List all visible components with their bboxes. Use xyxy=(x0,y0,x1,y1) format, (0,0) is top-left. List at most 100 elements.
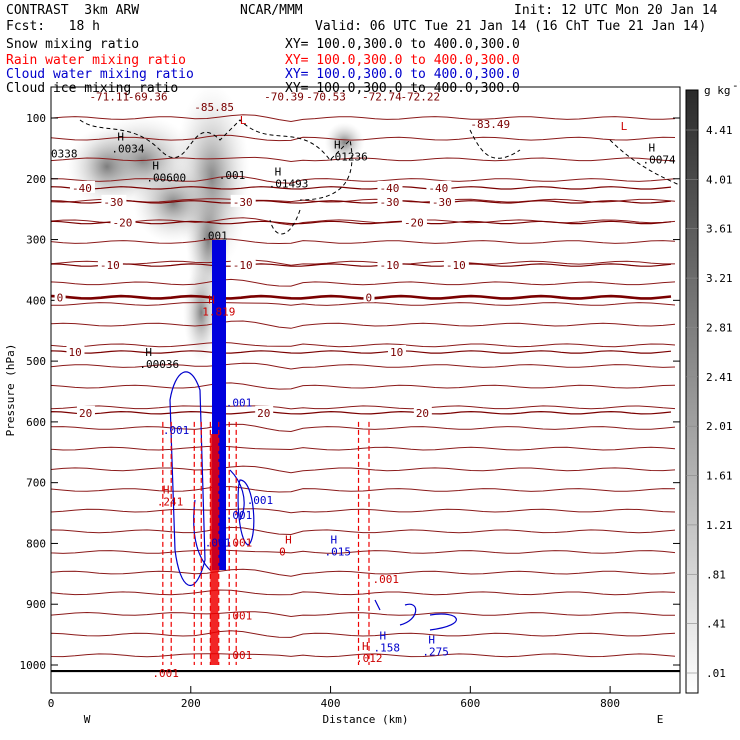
contour-label-bg xyxy=(387,344,406,357)
colorbar-unit-exponent: -1 xyxy=(732,79,740,92)
temperature-contour-line xyxy=(51,217,676,226)
temperature-contour-line xyxy=(51,611,676,618)
contour-label: 20 xyxy=(416,407,429,420)
contour-label-bg xyxy=(69,180,95,193)
extremum-marker: H xyxy=(428,634,435,647)
colorbar-label: 4.41 xyxy=(706,124,733,137)
east-label: E xyxy=(657,713,664,726)
extremum-marker: L xyxy=(621,120,628,133)
extremum-marker: H xyxy=(331,533,338,546)
y-tick-label: 700 xyxy=(26,477,46,490)
snow-shading xyxy=(183,262,220,363)
extremum-value: .015 xyxy=(325,545,352,558)
x-tick-label: 400 xyxy=(321,697,341,710)
contour-label: 10 xyxy=(68,346,81,359)
extremum-marker: H xyxy=(285,533,292,546)
labeled-temperature-contour xyxy=(51,220,672,225)
temperature-contour-line xyxy=(51,362,676,370)
contour-label: -30 xyxy=(432,196,452,209)
labeled-temperature-contour xyxy=(51,350,672,354)
top-temperature-label: -70.39 xyxy=(264,91,304,104)
temperature-contour-line xyxy=(51,589,676,596)
header-init: Init: 12 UTC Mon 20 Jan 14 xyxy=(514,3,718,18)
temperature-contour-line xyxy=(51,134,676,142)
top-temperature-label: -83.49 xyxy=(470,118,510,131)
temperature-contour-line xyxy=(51,465,676,474)
contour-label: 0 xyxy=(57,291,64,304)
colorbar-label: .81 xyxy=(706,568,726,581)
y-tick-label: 100 xyxy=(26,112,46,125)
contour-label: 10 xyxy=(390,346,403,359)
temperature-contour-line xyxy=(51,423,676,433)
contour-value-label: .001 xyxy=(219,169,246,182)
contour-value-label: .001 xyxy=(163,424,190,437)
temperature-contour-line xyxy=(51,549,676,554)
x-axis-label: Distance (km) xyxy=(322,713,408,726)
contour-label-bg xyxy=(110,215,136,228)
contour-label-bg xyxy=(429,194,455,207)
rain-water-core xyxy=(210,434,219,665)
contour-label: -30 xyxy=(233,196,253,209)
field-cloudice-xy: XY= 100.0,300.0 to 400.0,300.0 xyxy=(285,81,520,96)
contour-label-bg xyxy=(377,180,403,193)
x-tick-label: 200 xyxy=(181,697,201,710)
contour-value-label: 0338 xyxy=(51,148,78,161)
temperature-contour-line xyxy=(51,405,676,410)
contour-label-bg xyxy=(66,344,85,357)
plot-frame xyxy=(50,86,681,694)
extremum-value: .012 xyxy=(356,652,383,665)
y-tick-label: 400 xyxy=(26,294,46,307)
contour-label: 20 xyxy=(257,407,270,420)
contour-label-bg xyxy=(54,290,66,303)
extremum-value: .0034 xyxy=(111,142,144,155)
field-snow-xy: XY= 100.0,300.0 to 400.0,300.0 xyxy=(285,37,520,52)
labeled-temperature-contour xyxy=(51,410,672,415)
y-tick-label: 1000 xyxy=(20,659,47,672)
colorbar-label: .01 xyxy=(706,667,726,680)
contour-label-bg xyxy=(426,180,452,193)
colorbar-label: 1.61 xyxy=(706,470,733,483)
temperature-contour-line xyxy=(51,302,676,306)
temperature-contour-line xyxy=(51,630,676,638)
contour-label: -30 xyxy=(103,196,123,209)
y-tick-label: 300 xyxy=(26,234,46,247)
contour-label-bg xyxy=(363,290,375,303)
field-cloudwater-xy: XY= 100.0,300.0 to 400.0,300.0 xyxy=(285,67,520,82)
contour-value-label: .001 xyxy=(226,536,253,549)
contour-label: -10 xyxy=(446,259,466,272)
field-snow-name: Snow mixing ratio xyxy=(6,37,140,52)
extremum-marker: H xyxy=(362,640,369,653)
temperature-contour-line xyxy=(51,341,676,348)
temperature-contour-line xyxy=(51,508,676,514)
colorbar-unit: g kg xyxy=(704,84,731,97)
contour-label: 20 xyxy=(79,407,92,420)
contour-label: -20 xyxy=(113,217,133,230)
field-cloudwater-name: Cloud water mixing ratio xyxy=(6,67,194,82)
contour-value-label: .001 xyxy=(205,536,232,549)
contour-value-label: .001 xyxy=(247,494,274,507)
contour-value-label: .001 xyxy=(226,609,253,622)
contour-label-bg xyxy=(413,405,432,418)
extremum-value: .0074 xyxy=(643,153,676,166)
contour-label: -20 xyxy=(404,217,424,230)
temperature-contour-line xyxy=(51,175,676,184)
extremum-marker: H xyxy=(163,484,170,497)
temperature-contour-line xyxy=(51,259,675,266)
field-rain-name: Rain water mixing ratio xyxy=(6,53,187,68)
labeled-temperature-contour xyxy=(51,200,672,204)
colorbar-label: .41 xyxy=(706,618,726,631)
contour-label-bg xyxy=(230,258,256,271)
extremum-marker: H xyxy=(334,138,341,151)
cloud-ice-contour xyxy=(79,119,521,235)
contour-label-bg xyxy=(97,258,123,271)
contour-value-label: .001 xyxy=(226,649,253,662)
extremum-marker: H xyxy=(275,166,282,179)
x-tick-label: 800 xyxy=(600,697,620,710)
temperature-contour-line xyxy=(51,114,676,123)
extremum-marker: H xyxy=(649,141,656,154)
temperature-contour-line xyxy=(51,156,676,163)
y-axis-label: Pressure (hPa) xyxy=(4,344,17,437)
y-tick-label: 600 xyxy=(26,416,46,429)
temperature-contour-line xyxy=(51,653,676,658)
